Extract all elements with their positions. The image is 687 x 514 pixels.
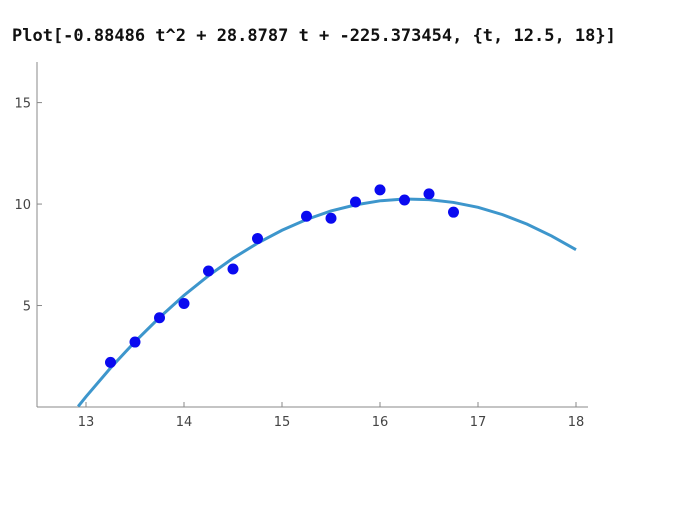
data-point — [448, 206, 459, 218]
data-point — [350, 196, 361, 208]
data-point — [301, 210, 312, 222]
data-point — [154, 312, 165, 324]
data-point — [252, 233, 263, 245]
x-tick-label: 13 — [78, 415, 95, 430]
y-tick-label: 10 — [14, 198, 31, 213]
y-tick-label: 15 — [14, 97, 31, 112]
fit-curve — [76, 197, 577, 408]
data-point — [203, 265, 214, 277]
y-tick-label: 5 — [23, 300, 31, 315]
data-point — [178, 298, 190, 309]
data-point — [399, 194, 410, 206]
x-tick-label: 16 — [372, 415, 389, 430]
data-point — [129, 336, 141, 348]
x-tick-label: 14 — [176, 415, 193, 430]
x-tick-label: 17 — [470, 415, 487, 430]
x-tick-label: 15 — [274, 415, 291, 430]
data-point — [227, 263, 239, 275]
data-point — [325, 212, 337, 224]
input-expression: Plot[-0.88486 t^2 + 28.8787 t + -225.373… — [12, 26, 616, 46]
data-point — [423, 188, 435, 200]
data-point — [105, 356, 116, 368]
data-point — [374, 184, 386, 196]
x-tick-label: 18 — [568, 415, 585, 430]
